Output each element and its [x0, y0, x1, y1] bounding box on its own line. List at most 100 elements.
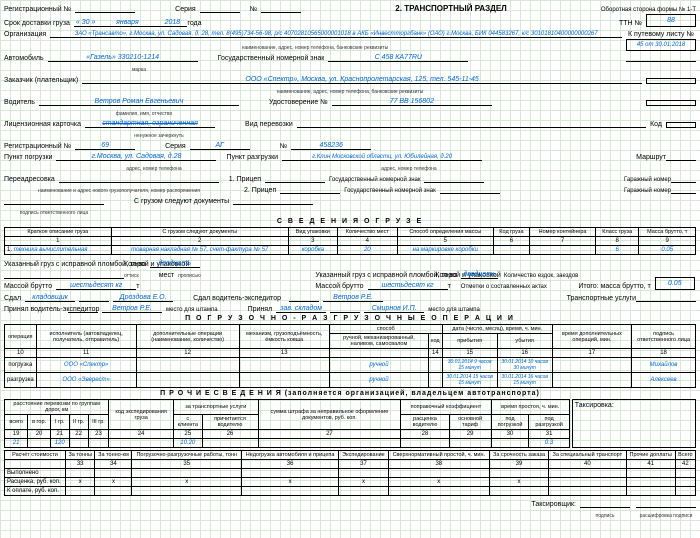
sgruzom-field — [233, 204, 313, 205]
left-packed-label: Указанный груз с исправной пломбой, таро… — [4, 261, 124, 268]
reg2-label: Регистрационный № — [4, 143, 71, 150]
sdal-pos: кладовщик — [25, 294, 75, 302]
vod-value: Ветров Роман Евгеньевич — [39, 98, 239, 106]
ttn-label: ТТН № — [619, 20, 642, 27]
prinal2-label: Принял — [248, 306, 273, 313]
vod-label: Водитель — [4, 99, 35, 106]
year-suffix: года — [187, 20, 201, 27]
pereadr-field — [59, 182, 219, 183]
mesto-label: место для штампа — [166, 307, 218, 313]
pricep1-label: 1. Прицеп — [229, 176, 261, 183]
rasp-sub: расшифровка подписи — [636, 513, 696, 519]
prinal2-pos: зав. складом — [276, 305, 326, 313]
auto-label: Автомобиль — [4, 55, 44, 62]
garaj-field — [671, 182, 696, 183]
punload-label: Пункт разгрузки — [226, 154, 278, 161]
kod-box — [666, 122, 696, 128]
taksir-label: Таксировщик: — [531, 501, 576, 508]
punload-value: г.Клин Московской области, ул. Юбилейная… — [282, 154, 482, 161]
udost-value: 77 ВВ 156802 — [332, 98, 492, 106]
putev-value: 45 от 30.01.2018 — [626, 39, 696, 51]
gos2-label: Государственный номерной знак — [329, 177, 420, 183]
year-value: 2018 — [157, 19, 187, 27]
seria2-value: АГ — [190, 142, 250, 150]
mesto2-label: место для штампа — [428, 307, 480, 313]
org-label: Организация — [4, 31, 46, 38]
seria-field — [200, 12, 240, 13]
sdal2-label: Сдал водитель-экспедитор — [193, 295, 281, 302]
lic-label: Лицензионная карточка — [4, 121, 81, 128]
calc-table: Расчёт стоимостиЗа тонныЗа тонно-кмПогру… — [4, 450, 696, 496]
pricep2-label: 2. Прицеп — [244, 187, 276, 194]
gos3-field — [440, 193, 500, 194]
pereadr-label: Переадресовка — [4, 176, 55, 183]
zakaz-box — [646, 78, 696, 84]
gos3-label: Государственный номерной знак — [344, 188, 435, 194]
otisk-field — [4, 278, 124, 279]
sgruzom-label: С грузом следуют документы — [134, 198, 229, 205]
zakaz-sub: наименование, адрес, номер телефона, бан… — [4, 89, 696, 95]
num-label: № — [250, 6, 258, 13]
num2-label: № — [280, 143, 288, 150]
kod-label: Код — [650, 121, 662, 128]
num-field — [261, 12, 301, 13]
podpis-sub: подпись ответственного лица — [4, 210, 104, 216]
itogo-label: Итого: масса брутто, т — [578, 283, 650, 290]
sdal-sign — [79, 301, 109, 302]
otmetka-label: Отметки о составленных актах — [461, 284, 547, 290]
lic-sub: ненужное зачеркнуть — [94, 133, 224, 139]
cargo-table: Краткое описание грузаС грузом следуют д… — [4, 227, 696, 255]
mass-label: Массой брутто — [4, 283, 52, 290]
mass2-value: шестьдесят кг — [368, 282, 448, 290]
reg2-value: 69 — [75, 142, 135, 150]
reg-field — [75, 12, 135, 13]
month-value: января — [97, 19, 157, 27]
right-packed-label: Указанный груз с исправной пломбой, таро… — [315, 272, 435, 279]
ops-header: П О Г Р У З О Ч Н О - Р А З Г Р У З О Ч … — [4, 315, 696, 322]
marsh-label: Маршрут — [636, 154, 666, 161]
blank-field — [626, 61, 696, 62]
seria2-label: Серия — [165, 143, 186, 150]
sdal-pers: Дроздова Е.О. — [113, 294, 173, 302]
podp-sub: подпись — [580, 513, 630, 519]
garaj2-label: Гаражный номер — [624, 188, 671, 194]
kolvo-label: Кол-во — [124, 261, 146, 268]
t-label: т — [136, 283, 139, 290]
zakaz-value: ООО «Спектр», Москва, ул. Краснопролетар… — [82, 76, 642, 84]
auto-value: «Газель» 330210-1214 — [48, 54, 198, 62]
ops-table: операцияисполнитель (автовладелец, получ… — [4, 324, 696, 388]
prinal2-pers: Смирнов И.П. — [364, 305, 424, 313]
seria-label: Серия — [175, 6, 196, 13]
sdal2-pers: Ветров Р.Е. — [323, 294, 383, 302]
gos-value: С 458 КА77RU — [328, 54, 468, 62]
mass-value: шестьдесят кг — [56, 282, 136, 290]
org-sub: наименование, адрес, номер телефона, бан… — [4, 45, 626, 51]
pereadr-sub: наименование и адрес нового грузополучат… — [4, 188, 234, 194]
vid-field — [297, 127, 646, 128]
prinal-label: Принял водитель-экспедитор — [4, 306, 64, 313]
mass2-label: Массой брутто — [315, 283, 363, 290]
garaj-label: Гаражный номер — [624, 177, 671, 183]
podpis-field — [4, 204, 104, 205]
form-note: Оборотная сторона формы № 1-Т — [601, 7, 696, 13]
itogo-value: 0.05 — [655, 277, 695, 290]
ttn-value: 88 — [646, 14, 696, 27]
kolvo-value: двадцать — [150, 260, 200, 268]
zakaz-label: Заказчик (плательщик) — [4, 77, 78, 84]
mest-label: мест — [159, 272, 174, 279]
sdal-label: Сдал — [4, 295, 21, 302]
vid-label: Вид перевозки — [245, 121, 293, 128]
mest-sub: прописью — [178, 273, 201, 279]
garaj2-field — [671, 193, 696, 194]
prinal2-sign — [330, 312, 360, 313]
prinal-pers: Ветров Р.Е. — [102, 305, 162, 313]
punload-sub: адрес, номер телефона — [309, 166, 509, 172]
vod-sub: фамилия, имя, отчество — [44, 111, 244, 117]
reg-label: Регистрационный № — [4, 6, 71, 13]
day-value: « 30 » — [74, 19, 97, 27]
trans-field — [636, 301, 696, 302]
trans-label: Транспортные услуги — [567, 295, 636, 302]
pload-sub: адрес, номер телефона — [74, 166, 234, 172]
udost-box — [646, 100, 696, 106]
srok-label: Срок доставки груза — [4, 20, 70, 27]
